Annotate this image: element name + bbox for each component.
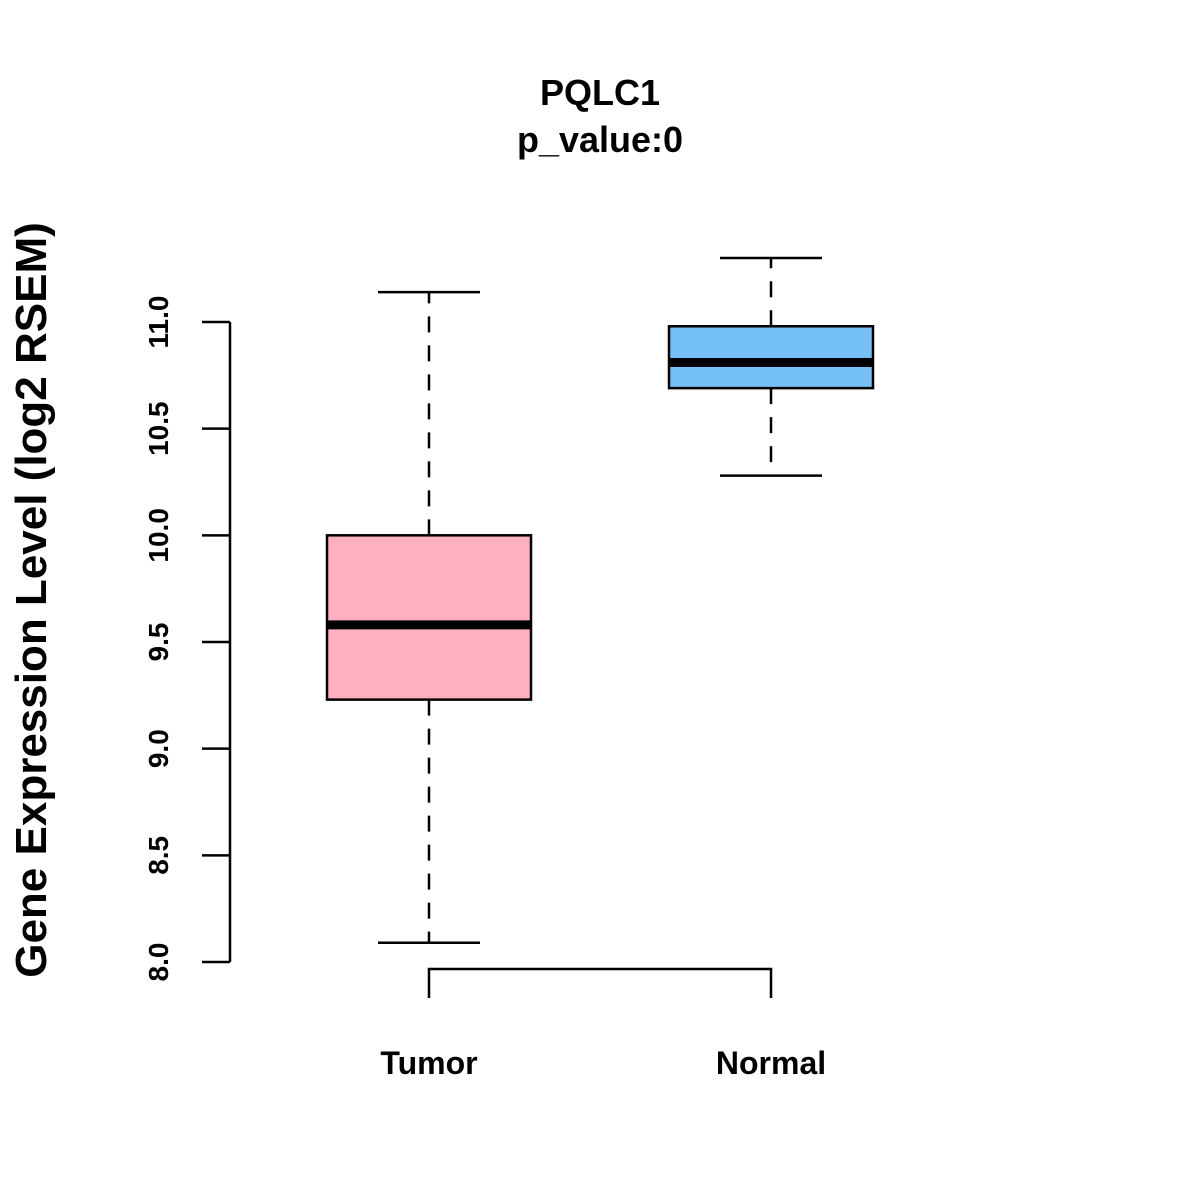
category-label-normal: Normal (716, 1045, 826, 1081)
comparison-bracket-group (427, 967, 773, 998)
box-tumor (325, 290, 533, 945)
category-label-tumor: Tumor (380, 1045, 477, 1081)
y-axis: 8.0 8.5 9.0 9.5 10.0 10.5 11.0 (143, 296, 232, 982)
y-tick-label: 8.5 (143, 836, 174, 875)
boxes-group (325, 256, 875, 945)
box-normal (667, 256, 875, 477)
category-labels: Tumor Normal (380, 1045, 826, 1081)
chart-subtitle: p_value:0 (517, 119, 683, 160)
comparison-bracket (427, 967, 773, 998)
y-axis-label: Gene Expression Level (log2 RSEM) (7, 222, 56, 978)
y-tick-label: 10.0 (143, 508, 174, 563)
y-tick-label: 8.0 (143, 943, 174, 982)
y-tick-label: 11.0 (143, 296, 174, 349)
box-rect (325, 534, 533, 701)
chart-title: PQLC1 (540, 72, 660, 113)
box-rect (667, 325, 875, 390)
y-tick-label: 10.5 (143, 401, 174, 456)
y-tick-label: 9.0 (143, 729, 174, 768)
y-tick-label: 9.5 (143, 623, 174, 662)
